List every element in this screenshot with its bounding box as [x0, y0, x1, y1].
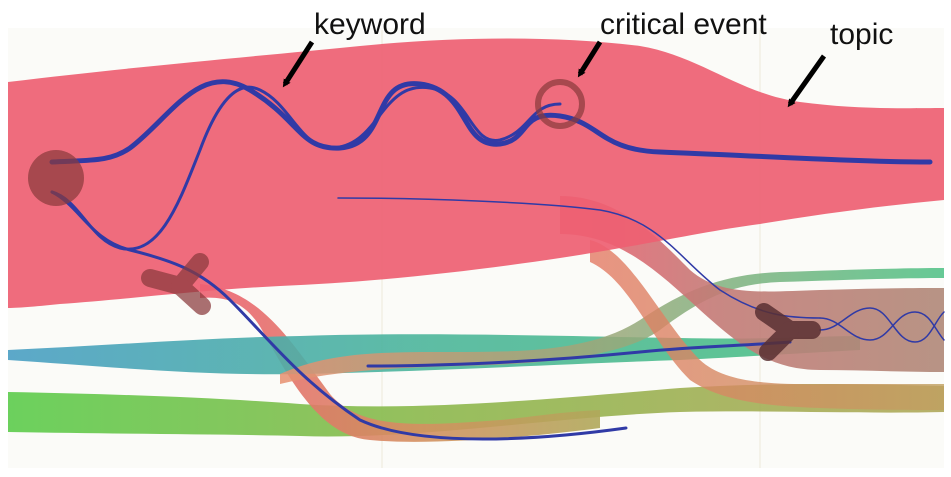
critical-event-ring-marker — [535, 79, 585, 129]
critical-event-arrow — [577, 40, 603, 78]
keyword-label: keyword — [314, 8, 426, 41]
critical-event-merge-marker — [28, 150, 84, 206]
split-event-marker-left — [141, 253, 211, 315]
keyword-trajectories — [49, 79, 945, 441]
topic-split-stream — [200, 284, 600, 442]
annotation-arrows — [282, 40, 827, 108]
keyword-braid-a — [819, 311, 945, 341]
topic-split-olive — [590, 240, 944, 410]
split-event-marker-right — [755, 303, 821, 361]
topic-stream-teal — [280, 268, 944, 384]
keyword-line-blue-stream — [366, 340, 792, 368]
keyword-line-main — [49, 79, 933, 165]
keyword-arrow — [282, 40, 315, 88]
topic-stream-green — [8, 384, 944, 437]
topic-label: topic — [830, 18, 893, 51]
topic-stream-red — [8, 38, 944, 308]
critical-event-label: critical event — [600, 8, 767, 41]
topic-arrow — [787, 54, 827, 108]
keyword-line-secondary — [50, 85, 562, 251]
keyword-line-lower — [50, 190, 628, 441]
keyword-braid-b — [819, 307, 945, 343]
